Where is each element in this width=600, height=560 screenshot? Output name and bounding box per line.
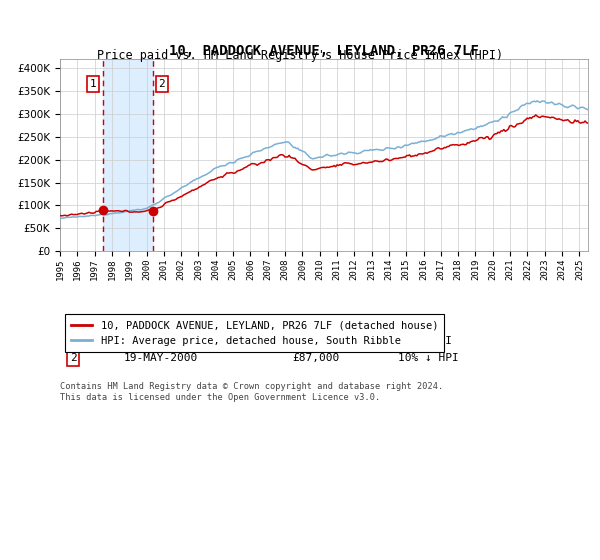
Text: 1: 1 xyxy=(89,79,96,89)
Text: £87,000: £87,000 xyxy=(292,353,340,363)
Text: 19-MAY-2000: 19-MAY-2000 xyxy=(124,353,197,363)
Text: 10% ↓ HPI: 10% ↓ HPI xyxy=(398,353,458,363)
Title: 10, PADDOCK AVENUE, LEYLAND, PR26 7LF: 10, PADDOCK AVENUE, LEYLAND, PR26 7LF xyxy=(169,44,479,58)
Text: 2: 2 xyxy=(158,79,165,89)
Text: Price paid vs. HM Land Registry's House Price Index (HPI): Price paid vs. HM Land Registry's House … xyxy=(97,49,503,62)
Bar xyxy=(103,59,153,251)
Text: 7% ↑ HPI: 7% ↑ HPI xyxy=(398,336,452,346)
Legend: 10, PADDOCK AVENUE, LEYLAND, PR26 7LF (detached house), HPI: Average price, deta: 10, PADDOCK AVENUE, LEYLAND, PR26 7LF (d… xyxy=(65,314,445,352)
Text: Contains HM Land Registry data © Crown copyright and database right 2024.
This d: Contains HM Land Registry data © Crown c… xyxy=(60,382,443,402)
Text: 2: 2 xyxy=(70,353,77,363)
Text: £89,950: £89,950 xyxy=(292,336,340,346)
Text: 27-JUN-1997: 27-JUN-1997 xyxy=(124,336,197,346)
Text: 1: 1 xyxy=(70,336,77,346)
